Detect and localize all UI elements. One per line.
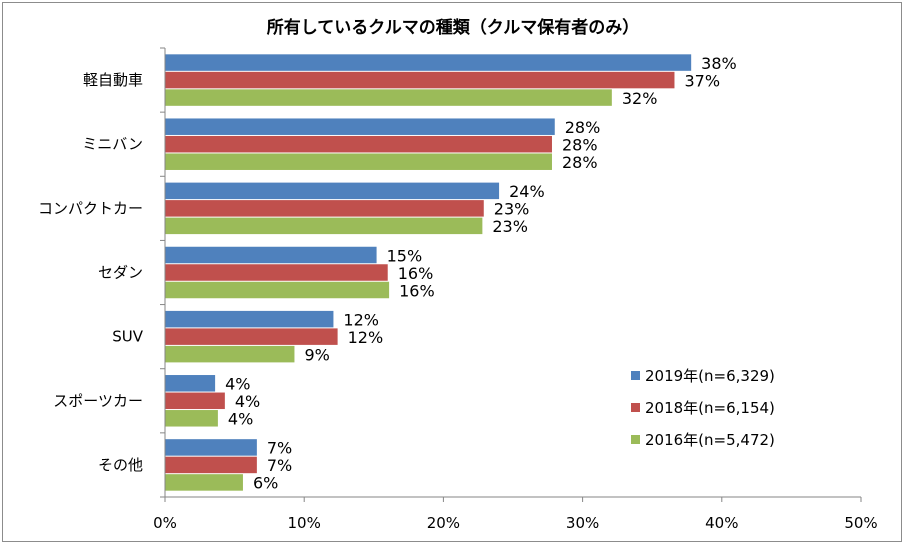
bar-chart: 所有しているクルマの種類（クルマ保有者のみ） 38%37%32%28%28%28… [38, 17, 878, 532]
data-label: 9% [304, 345, 329, 364]
x-tick-label: 10% [288, 514, 321, 532]
data-label: 7% [267, 456, 292, 475]
bar [165, 345, 295, 363]
bar [165, 456, 257, 474]
category-label: 軽自動車 [83, 71, 143, 89]
legend-label: 2018年(n=6,154) [645, 399, 775, 417]
x-tick-label: 0% [153, 514, 177, 532]
bar [165, 182, 500, 200]
category-label: セダン [98, 264, 143, 282]
bar [165, 264, 388, 281]
bar [165, 246, 377, 264]
data-label: 23% [494, 200, 530, 219]
data-label: 15% [387, 246, 423, 265]
x-tick-label: 50% [844, 514, 877, 532]
legend-label: 2016年(n=5,472) [645, 431, 775, 449]
data-label: 28% [562, 135, 598, 154]
bar [165, 200, 484, 217]
bar [165, 375, 216, 392]
category-label: ミニバン [82, 135, 143, 153]
bar [165, 71, 675, 89]
data-label: 4% [228, 410, 253, 429]
data-label: 24% [509, 182, 545, 201]
x-tick-label: 40% [705, 514, 738, 532]
x-tick-label: 30% [566, 514, 599, 532]
category-label: スポーツカー [53, 392, 143, 410]
bar [165, 439, 257, 456]
data-label: 28% [562, 153, 598, 172]
category-label: その他 [98, 456, 143, 474]
bar [165, 217, 483, 235]
data-label: 12% [348, 328, 384, 347]
legend-label: 2019年(n=6,329) [645, 367, 775, 385]
data-label: 4% [225, 375, 250, 394]
bar [165, 392, 225, 410]
data-label: 23% [492, 217, 528, 236]
bars-layer: 38%37%32%28%28%28%24%23%23%15%16%16%12%1… [165, 54, 737, 493]
data-label: 28% [565, 118, 601, 137]
bar [165, 310, 334, 328]
bar [165, 281, 390, 299]
x-tick-label: 20% [427, 514, 460, 532]
legend-swatch [631, 435, 640, 444]
bar [165, 135, 552, 153]
bar [165, 153, 552, 170]
chart-title: 所有しているクルマの種類（クルマ保有者のみ） [267, 17, 639, 38]
data-label: 38% [701, 54, 737, 73]
data-label: 37% [684, 71, 720, 90]
data-label: 16% [399, 281, 435, 300]
bar [165, 328, 338, 345]
bar [165, 54, 692, 71]
legend: 2019年(n=6,329) 2018年(n=6,154) 2016年(n=5,47… [631, 367, 775, 449]
data-label: 32% [622, 89, 658, 108]
data-label: 12% [343, 310, 379, 329]
bar [165, 89, 612, 106]
data-label: 6% [253, 474, 278, 493]
bar [165, 410, 218, 427]
category-label: コンパクトカー [38, 199, 143, 217]
legend-swatch [631, 371, 640, 380]
legend-swatch [631, 403, 640, 412]
data-label: 7% [267, 439, 292, 458]
category-label: SUV [112, 328, 144, 346]
bar [165, 118, 555, 135]
bar [165, 474, 243, 491]
data-label: 16% [398, 264, 434, 283]
data-label: 4% [235, 392, 260, 411]
